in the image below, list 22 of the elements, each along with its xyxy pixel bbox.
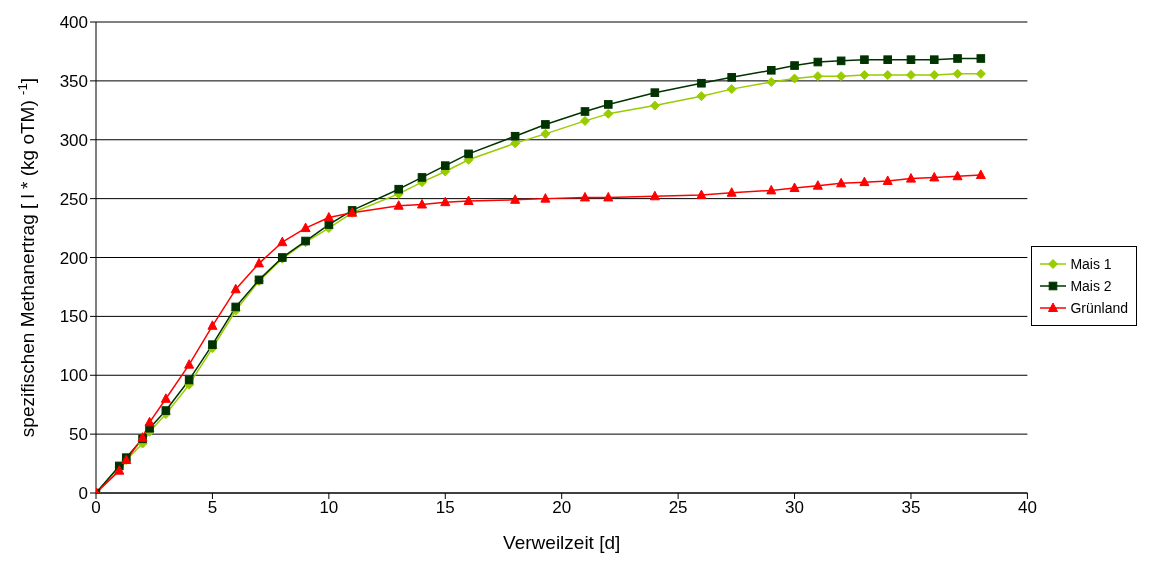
y-tick-label: 200 bbox=[59, 248, 88, 268]
x-tick-label: 30 bbox=[785, 498, 805, 518]
x-tick-label: 25 bbox=[668, 498, 688, 518]
x-tick-label: 5 bbox=[207, 498, 218, 518]
y-tick-label: 100 bbox=[59, 366, 88, 386]
y-tick-label: 300 bbox=[59, 130, 88, 150]
y-tick-label: 0 bbox=[78, 484, 88, 504]
y-tick-label: 400 bbox=[59, 13, 88, 33]
y-tick-label: 50 bbox=[69, 425, 88, 445]
x-tick-label: 10 bbox=[319, 498, 339, 518]
x-tick-label: 0 bbox=[91, 498, 101, 518]
y-tick-label: 150 bbox=[59, 307, 88, 327]
y-tick-label: 350 bbox=[59, 71, 88, 91]
legend-label: Mais 2 bbox=[1070, 276, 1112, 296]
x-tick-label: 40 bbox=[1017, 498, 1037, 518]
x-axis-title: Verweilzeit [d] bbox=[503, 532, 621, 553]
x-tick-label: 35 bbox=[901, 498, 921, 518]
legend-label: Grünland bbox=[1070, 298, 1128, 318]
x-tick-label: 20 bbox=[552, 498, 572, 518]
legend-label: Mais 1 bbox=[1070, 254, 1112, 274]
x-tick-label: 15 bbox=[435, 498, 455, 518]
y-tick-label: 250 bbox=[59, 189, 88, 209]
